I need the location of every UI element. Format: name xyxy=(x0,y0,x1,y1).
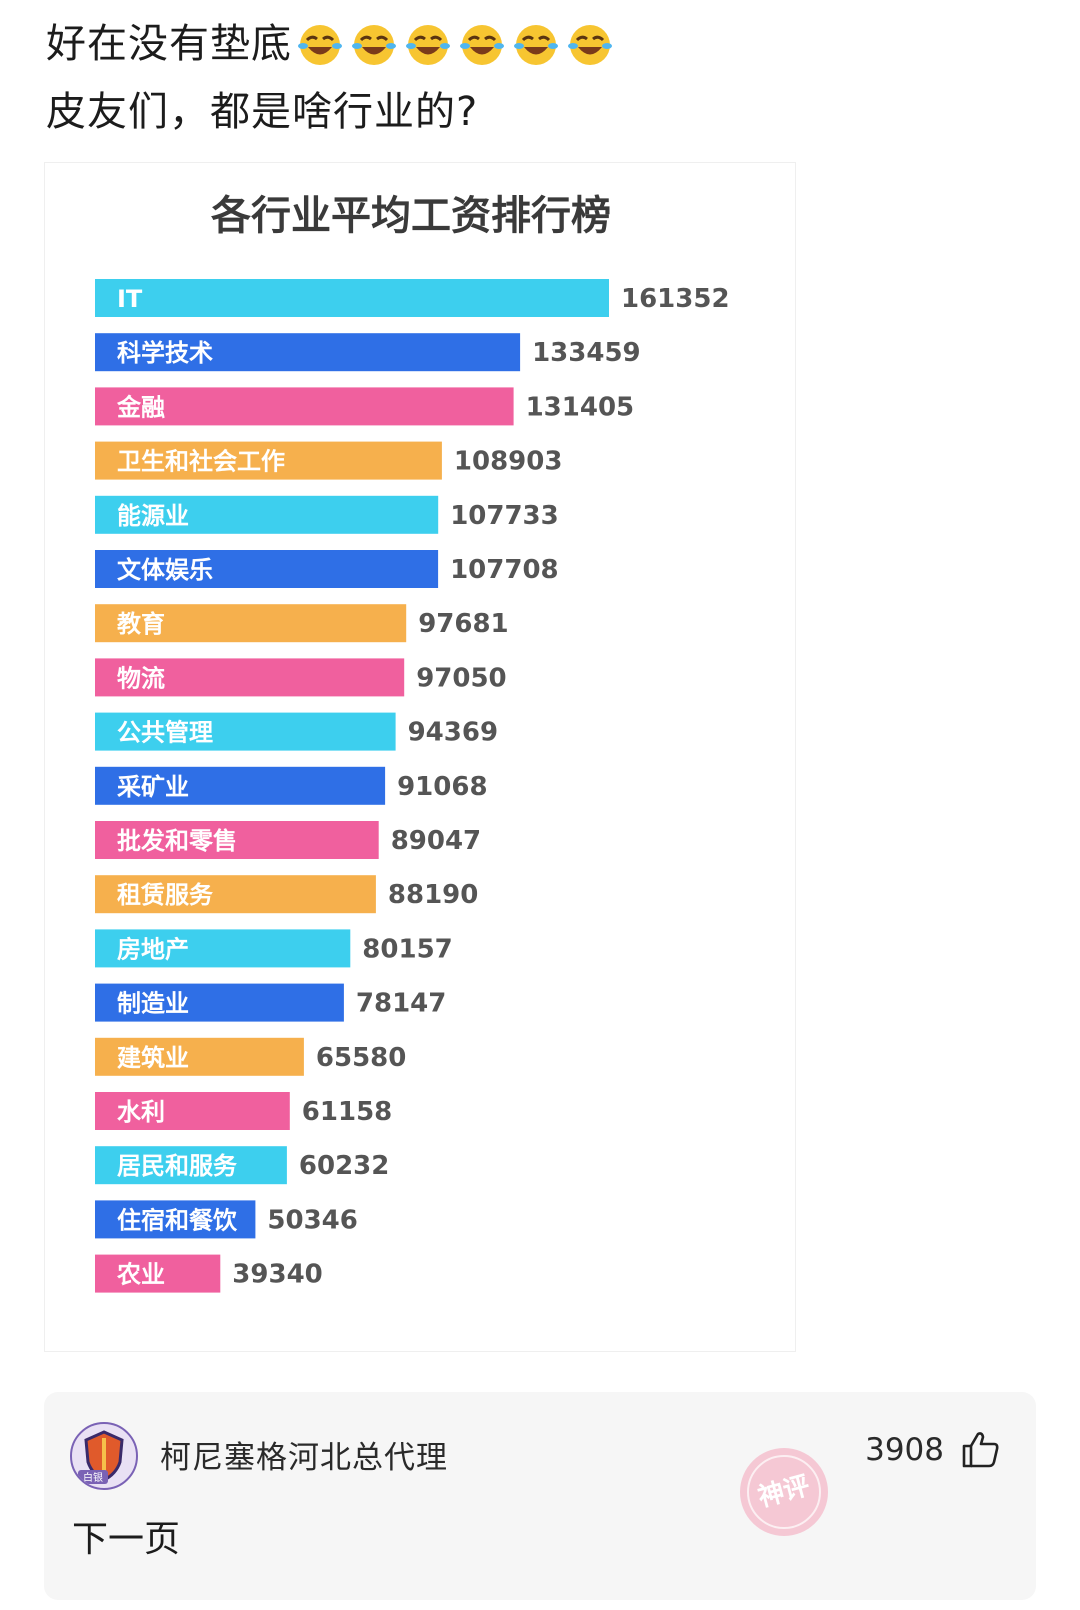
thumbs-up-icon[interactable] xyxy=(960,1428,1002,1470)
bars-group: IT 161352 科学技术 133459 金融 131405 卫生和社会工作 108903 能… xyxy=(95,279,730,1293)
bar-6 xyxy=(95,604,407,643)
bar-17 xyxy=(95,1200,256,1239)
avatar-badge-text: 白银 xyxy=(83,1471,103,1484)
post-line-1-text: 好在没有垫底 xyxy=(46,21,292,67)
bar-label-3: 卫生和社会工作 xyxy=(117,448,285,476)
emoji-row xyxy=(296,20,620,68)
bar-value-11: 88190 xyxy=(388,880,478,910)
bar-value-2: 131405 xyxy=(526,392,635,422)
chart-title: 各行业平均工资排行榜 xyxy=(211,193,611,239)
bar-label-8: 公共管理 xyxy=(117,719,213,747)
bar-value-9: 91068 xyxy=(397,772,487,802)
bar-label-11: 租赁服务 xyxy=(117,881,214,909)
bar-10 xyxy=(95,821,379,859)
laughing-emoji-icon xyxy=(568,25,612,65)
bar-16 xyxy=(95,1146,287,1185)
laughing-emoji-icon xyxy=(406,25,450,65)
bar-value-13: 78147 xyxy=(356,989,446,1019)
bar-value-14: 65580 xyxy=(316,1043,406,1073)
shield-logo-icon: 白银 xyxy=(78,1430,124,1484)
bar-3 xyxy=(95,441,442,480)
bar-11 xyxy=(95,875,376,914)
bar-label-0: IT xyxy=(117,285,143,313)
comment-username[interactable]: 柯尼塞格河北总代理 xyxy=(160,1440,448,1476)
bar-12 xyxy=(95,929,351,968)
laughing-emoji-icon xyxy=(298,25,342,65)
bar-value-8: 94369 xyxy=(408,718,498,748)
bar-label-18: 农业 xyxy=(116,1261,165,1289)
bar-15 xyxy=(95,1092,290,1130)
bar-label-7: 物流 xyxy=(117,664,165,692)
bar-value-7: 97050 xyxy=(416,663,506,693)
post-line-1: 好在没有垫底 xyxy=(46,10,620,78)
bar-7 xyxy=(95,658,405,697)
god-comment-stamp-icon: 神评 xyxy=(740,1448,828,1536)
bar-value-6: 97681 xyxy=(418,609,508,639)
bar-value-10: 89047 xyxy=(391,826,481,856)
post-text: 好在没有垫底 皮友们，都是啥行业的? xyxy=(46,10,620,146)
bar-value-5: 107708 xyxy=(450,555,559,585)
bar-chart: 各行业平均工资排行榜 IT 161352 科学技术 133459 金融 131405 卫生和… xyxy=(95,193,730,1293)
laughing-emoji-icon xyxy=(514,25,558,65)
bar-0 xyxy=(95,279,609,317)
bar-label-12: 房地产 xyxy=(117,935,189,963)
bar-label-5: 文体娱乐 xyxy=(117,556,213,584)
laughing-emoji-icon xyxy=(352,25,396,65)
chart-image[interactable]: 各行业平均工资排行榜 IT 161352 科学技术 133459 金融 131405 卫生和… xyxy=(44,162,796,1352)
bar-value-0: 161352 xyxy=(621,284,730,314)
bar-label-16: 居民和服务 xyxy=(117,1152,238,1180)
bar-label-4: 能源业 xyxy=(117,502,189,530)
bar-value-17: 50346 xyxy=(267,1205,357,1235)
bar-value-3: 108903 xyxy=(454,447,563,477)
post-line-2: 皮友们，都是啥行业的? xyxy=(46,78,620,146)
bar-8 xyxy=(95,712,396,751)
bar-label-14: 建筑业 xyxy=(117,1044,189,1072)
bar-13 xyxy=(95,983,344,1022)
bar-label-13: 制造业 xyxy=(117,990,189,1018)
bar-value-15: 61158 xyxy=(302,1097,392,1127)
bar-value-1: 133459 xyxy=(532,338,641,368)
laughing-emoji-icon xyxy=(460,25,504,65)
bar-label-9: 采矿业 xyxy=(117,773,189,801)
bar-label-1: 科学技术 xyxy=(117,339,213,367)
bar-value-18: 39340 xyxy=(232,1260,322,1290)
bar-value-12: 80157 xyxy=(362,934,452,964)
bar-label-6: 教育 xyxy=(117,610,165,638)
reply-text: 下一页 xyxy=(72,1519,181,1560)
bar-label-15: 水利 xyxy=(117,1098,165,1126)
bar-4 xyxy=(95,495,439,534)
bar-14 xyxy=(95,1037,304,1076)
bar-1 xyxy=(95,333,521,372)
bar-label-10: 批发和零售 xyxy=(117,827,237,855)
bar-value-4: 107733 xyxy=(450,501,559,531)
bar-5 xyxy=(95,550,439,588)
top-comment[interactable]: 白银 柯尼塞格河北总代理 神评 3908 下一页 xyxy=(44,1392,1036,1600)
avatar[interactable]: 白银 xyxy=(70,1422,138,1490)
post-line-2-text: 皮友们，都是啥行业的? xyxy=(46,89,479,135)
bar-2 xyxy=(95,387,514,426)
bar-label-2: 金融 xyxy=(116,393,165,421)
bar-value-16: 60232 xyxy=(299,1151,389,1181)
bar-label-17: 住宿和餐饮 xyxy=(117,1206,238,1234)
bar-18 xyxy=(95,1254,221,1293)
like-count: 3908 xyxy=(865,1432,944,1468)
bar-9 xyxy=(95,766,386,805)
